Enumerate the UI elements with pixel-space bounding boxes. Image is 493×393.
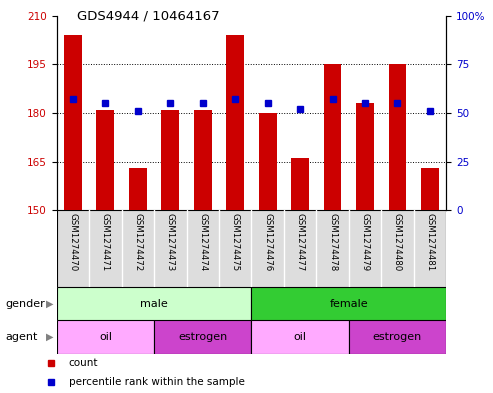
Text: GSM1274473: GSM1274473 [166, 213, 175, 271]
Text: male: male [140, 299, 168, 309]
Bar [323, 64, 342, 210]
Text: estrogen: estrogen [373, 332, 422, 342]
Text: female: female [329, 299, 368, 309]
Text: GSM1274477: GSM1274477 [296, 213, 305, 271]
Text: GSM1274479: GSM1274479 [360, 213, 370, 271]
Text: estrogen: estrogen [178, 332, 227, 342]
Text: oil: oil [99, 332, 112, 342]
Bar [349, 320, 446, 354]
Bar [129, 168, 147, 210]
Text: GSM1274470: GSM1274470 [69, 213, 77, 271]
Bar [251, 287, 446, 320]
Text: oil: oil [294, 332, 307, 342]
Text: GSM1274472: GSM1274472 [133, 213, 142, 271]
Text: gender: gender [5, 299, 45, 309]
Text: GSM1274476: GSM1274476 [263, 213, 272, 271]
Text: GSM1274475: GSM1274475 [231, 213, 240, 271]
Bar [259, 113, 277, 210]
Text: GSM1274474: GSM1274474 [198, 213, 207, 271]
Text: ▶: ▶ [45, 299, 53, 309]
Bar [97, 110, 114, 210]
Text: ▶: ▶ [45, 332, 53, 342]
Text: GSM1274471: GSM1274471 [101, 213, 110, 271]
Bar [388, 64, 406, 210]
Bar [291, 158, 309, 210]
Bar [57, 287, 251, 320]
Bar [161, 110, 179, 210]
Bar [226, 35, 244, 210]
Text: GDS4944 / 10464167: GDS4944 / 10464167 [76, 10, 219, 23]
Text: agent: agent [5, 332, 37, 342]
Text: GSM1274478: GSM1274478 [328, 213, 337, 271]
Text: count: count [69, 358, 98, 368]
Bar [421, 168, 439, 210]
Bar [64, 35, 82, 210]
Text: GSM1274481: GSM1274481 [425, 213, 434, 271]
Text: GSM1274480: GSM1274480 [393, 213, 402, 271]
Bar [194, 110, 211, 210]
Bar [251, 320, 349, 354]
Bar [356, 103, 374, 210]
Bar [57, 320, 154, 354]
Bar [154, 320, 251, 354]
Text: percentile rank within the sample: percentile rank within the sample [69, 377, 245, 387]
